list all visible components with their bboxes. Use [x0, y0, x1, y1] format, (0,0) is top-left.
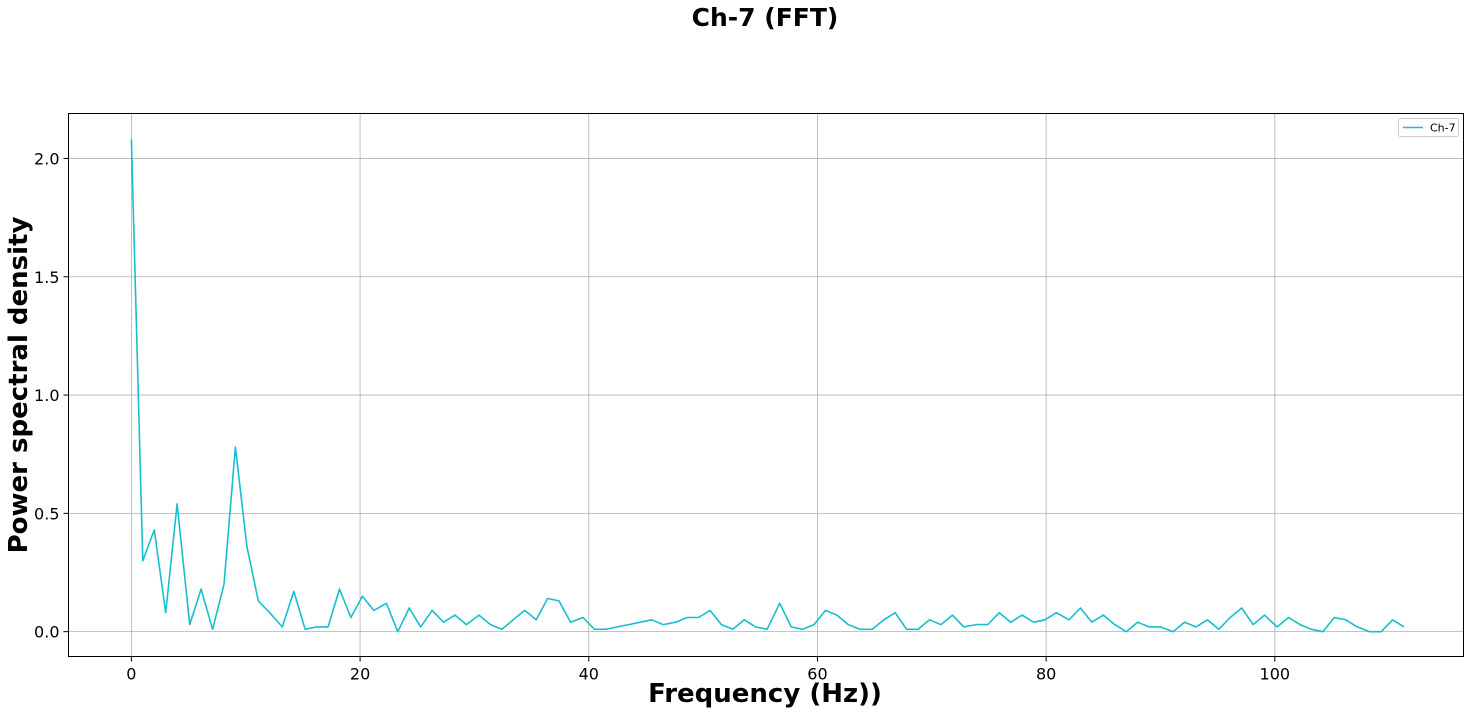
- x-tick-label: 100: [1260, 665, 1291, 684]
- x-axis-label: Frequency (Hz)): [648, 679, 882, 709]
- legend: Ch-7: [1398, 118, 1459, 137]
- x-tick-label: 0: [126, 665, 136, 684]
- y-tick-label: 1.5: [34, 268, 59, 287]
- chart-title: Ch-7 (FFT): [692, 3, 839, 32]
- plot-frame: [68, 113, 1464, 657]
- y-tick-label: 0.0: [34, 623, 59, 642]
- x-tick-label: 40: [579, 665, 599, 684]
- x-tick-label: 60: [807, 665, 827, 684]
- legend-label-ch7: Ch-7: [1430, 122, 1456, 135]
- y-tick-label: 1.0: [34, 386, 59, 405]
- y-tick-label: 0.5: [34, 504, 59, 523]
- legend-frame: [1398, 118, 1459, 137]
- x-tick-label: 80: [1036, 665, 1056, 684]
- series-line-ch7: [130, 139, 1405, 633]
- x-gridlines: [130, 113, 1276, 657]
- y-axis-ticks: 0.0 0.5 1.0 1.5 2.0: [34, 149, 69, 642]
- y-gridlines: [68, 158, 1464, 633]
- x-tick-label: 20: [350, 665, 370, 684]
- y-tick-label: 2.0: [34, 149, 59, 168]
- x-axis-ticks: 0 20 40 60 80 100: [126, 656, 1291, 684]
- y-axis-label: Power spectral density: [4, 217, 34, 554]
